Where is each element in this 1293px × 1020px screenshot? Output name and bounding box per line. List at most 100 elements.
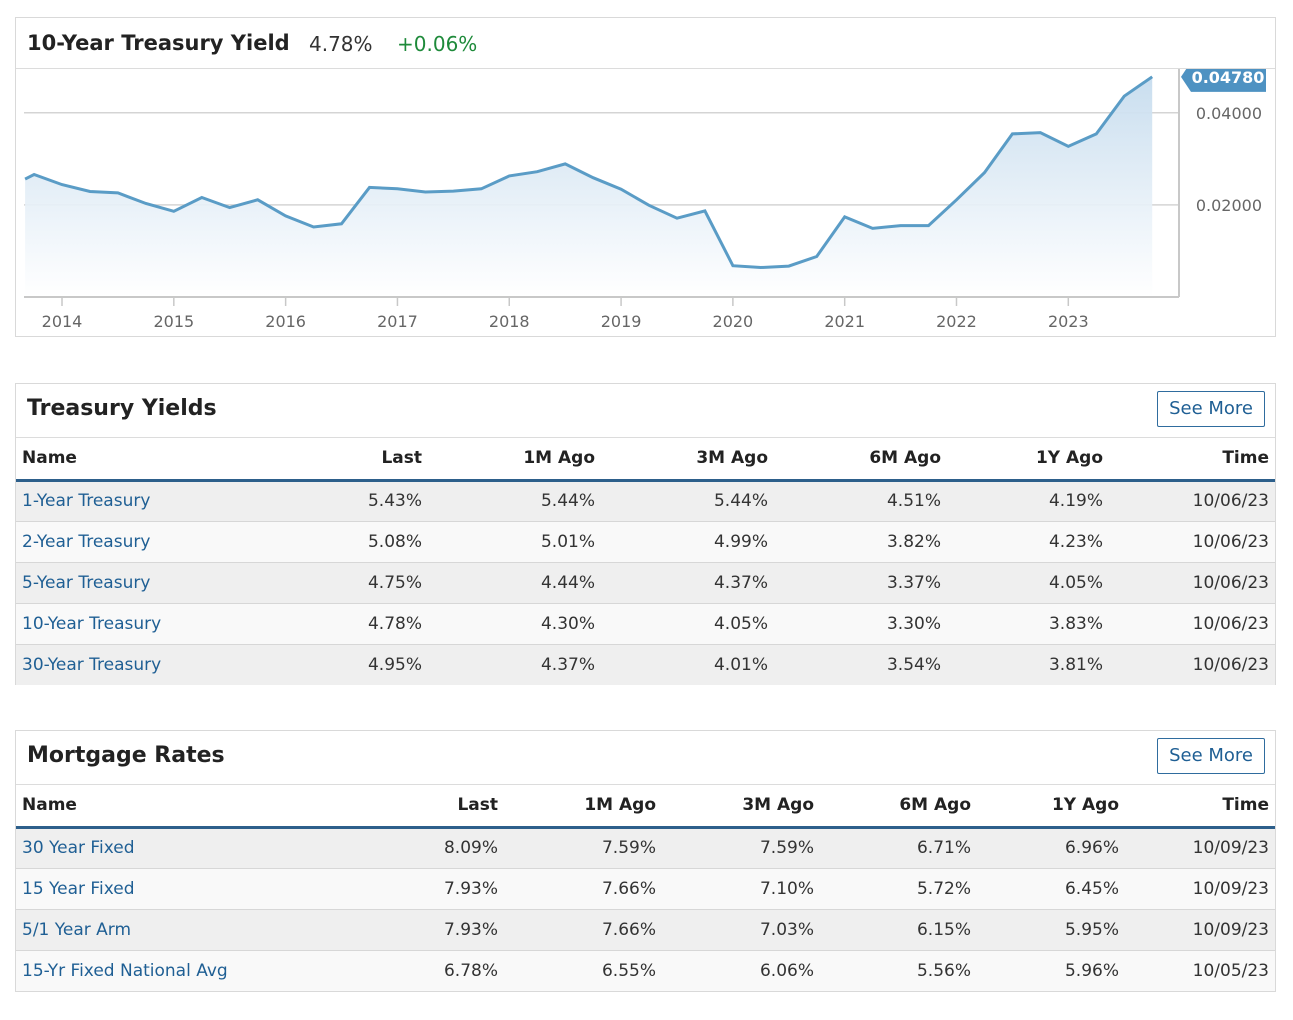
value-cell: 4.44%: [428, 562, 601, 604]
column-header-6m-ago: 6M Ago: [820, 785, 977, 829]
x-tick-label: 2015: [153, 312, 194, 331]
data-point[interactable]: [981, 170, 987, 176]
data-point[interactable]: [1149, 74, 1155, 80]
value-cell: 5.96%: [977, 950, 1125, 991]
y-tick-label: 0.04000: [1196, 104, 1262, 123]
mortgage-row: 5/1 Year Arm 7.93% 7.66% 7.03% 6.15% 5.95% 10/…: [16, 909, 1275, 951]
data-point[interactable]: [506, 173, 512, 179]
value-cell: 10/06/23: [1109, 562, 1275, 604]
mortgage-row: 15-Yr Fixed National Avg 6.78% 6.55% 6.06% 5…: [16, 950, 1275, 991]
instrument-link[interactable]: 1-Year Treasury: [22, 491, 151, 511]
data-point[interactable]: [786, 263, 792, 269]
data-point[interactable]: [59, 182, 65, 188]
data-point[interactable]: [870, 225, 876, 231]
value-cell: 4.01%: [601, 644, 774, 685]
data-point[interactable]: [339, 221, 345, 227]
name-cell: 5/1 Year Arm: [16, 909, 340, 951]
mortgage-rates-table: Name Last 1M Ago 3M Ago 6M Ago 1Y Ago Time 30 …: [16, 785, 1275, 991]
treasury-yields-table: Name Last 1M Ago 3M Ago 6M Ago 1Y Ago Time 1-Y…: [16, 438, 1275, 685]
data-point[interactable]: [227, 205, 233, 211]
data-point[interactable]: [674, 215, 680, 221]
value-cell: 5.56%: [820, 950, 977, 991]
data-point[interactable]: [450, 188, 456, 194]
data-point[interactable]: [953, 197, 959, 203]
data-point[interactable]: [534, 169, 540, 175]
treasury-row: 1-Year Treasury 5.43% 5.44% 5.44% 4.51% 4.19%…: [16, 480, 1275, 522]
column-header-1m-ago: 1M Ago: [504, 785, 662, 829]
instrument-link[interactable]: 2-Year Treasury: [22, 531, 151, 552]
x-tick-label: 2018: [489, 312, 530, 331]
mortgage-see-more-button[interactable]: See More: [1157, 738, 1265, 774]
instrument-link[interactable]: 15-Yr Fixed National Avg: [22, 960, 228, 981]
value-cell: 5.01%: [428, 521, 601, 563]
data-point[interactable]: [590, 175, 596, 181]
data-point[interactable]: [171, 208, 177, 214]
data-point[interactable]: [562, 161, 568, 167]
data-point[interactable]: [31, 171, 37, 177]
value-cell: 4.51%: [774, 480, 947, 522]
value-cell: 10/06/23: [1109, 521, 1275, 563]
instrument-link[interactable]: 5-Year Treasury: [22, 572, 151, 593]
column-header-last: Last: [268, 438, 428, 482]
name-cell: 2-Year Treasury: [16, 521, 268, 563]
data-point[interactable]: [255, 197, 261, 203]
instrument-link[interactable]: 15 Year Fixed: [22, 878, 135, 899]
data-point[interactable]: [143, 200, 149, 206]
yield-line-chart[interactable]: 0.04000 0.02000 2014 2015 2016 2017 2018 2019 20…: [16, 69, 1275, 336]
treasury-yields-header: Treasury Yields See More: [16, 384, 1275, 438]
column-header-6m-ago: 6M Ago: [774, 438, 947, 482]
data-point[interactable]: [814, 253, 820, 259]
data-point[interactable]: [1037, 130, 1043, 136]
value-cell: 5.44%: [428, 480, 601, 522]
data-point[interactable]: [115, 190, 121, 196]
data-point[interactable]: [1121, 93, 1127, 99]
data-point[interactable]: [1009, 131, 1015, 137]
value-cell: 4.75%: [268, 562, 428, 604]
instrument-link[interactable]: 5/1 Year Arm: [22, 919, 132, 940]
data-point[interactable]: [758, 265, 764, 271]
data-point[interactable]: [366, 184, 372, 190]
name-cell: 30-Year Treasury: [16, 644, 268, 685]
data-point[interactable]: [394, 186, 400, 192]
data-point[interactable]: [478, 186, 484, 192]
column-header-3m-ago: 3M Ago: [601, 438, 774, 482]
value-cell: 3.37%: [774, 562, 947, 604]
column-header-time: Time: [1125, 785, 1275, 829]
mortgage-rates-title: Mortgage Rates: [27, 743, 225, 768]
instrument-link[interactable]: 10-Year Treasury: [22, 613, 162, 634]
yield-area: [25, 76, 1153, 297]
column-header-1y-ago: 1Y Ago: [947, 438, 1109, 482]
data-point[interactable]: [926, 223, 932, 229]
mortgage-row: 15 Year Fixed 7.93% 7.66% 7.10% 5.72% 6.45% 10…: [16, 868, 1275, 910]
value-cell: 6.15%: [820, 909, 977, 951]
mortgage-row: 30 Year Fixed 8.09% 7.59% 7.59% 6.71% 6.96% 10…: [16, 827, 1275, 869]
data-point[interactable]: [283, 213, 289, 219]
value-cell: 7.93%: [340, 909, 504, 951]
data-point[interactable]: [618, 186, 624, 192]
data-point[interactable]: [422, 189, 428, 195]
data-point[interactable]: [87, 189, 93, 195]
treasury-row: 2-Year Treasury 5.08% 5.01% 4.99% 3.82% 4.23%…: [16, 521, 1275, 563]
data-point[interactable]: [311, 224, 317, 230]
data-point[interactable]: [898, 223, 904, 229]
y-tick-label: 0.02000: [1196, 196, 1262, 215]
treasury-see-more-button[interactable]: See More: [1157, 391, 1265, 427]
value-cell: 7.59%: [504, 827, 662, 869]
data-point[interactable]: [730, 263, 736, 269]
data-point[interactable]: [646, 202, 652, 208]
data-point[interactable]: [1065, 143, 1071, 149]
x-tick-label: 2019: [601, 312, 642, 331]
data-point[interactable]: [842, 214, 848, 220]
instrument-link[interactable]: 30-Year Treasury: [22, 654, 162, 675]
name-cell: 15-Yr Fixed National Avg: [16, 950, 340, 991]
x-tick-label: 2023: [1048, 312, 1089, 331]
data-point[interactable]: [22, 176, 28, 182]
data-point[interactable]: [199, 195, 205, 201]
data-point[interactable]: [1093, 131, 1099, 137]
value-cell: 5.43%: [268, 480, 428, 522]
instrument-link[interactable]: 30 Year Fixed: [22, 838, 135, 858]
data-point[interactable]: [702, 208, 708, 214]
value-cell: 4.99%: [601, 521, 774, 563]
name-cell: 15 Year Fixed: [16, 868, 340, 910]
mortgage-rates-header: Mortgage Rates See More: [16, 731, 1275, 785]
